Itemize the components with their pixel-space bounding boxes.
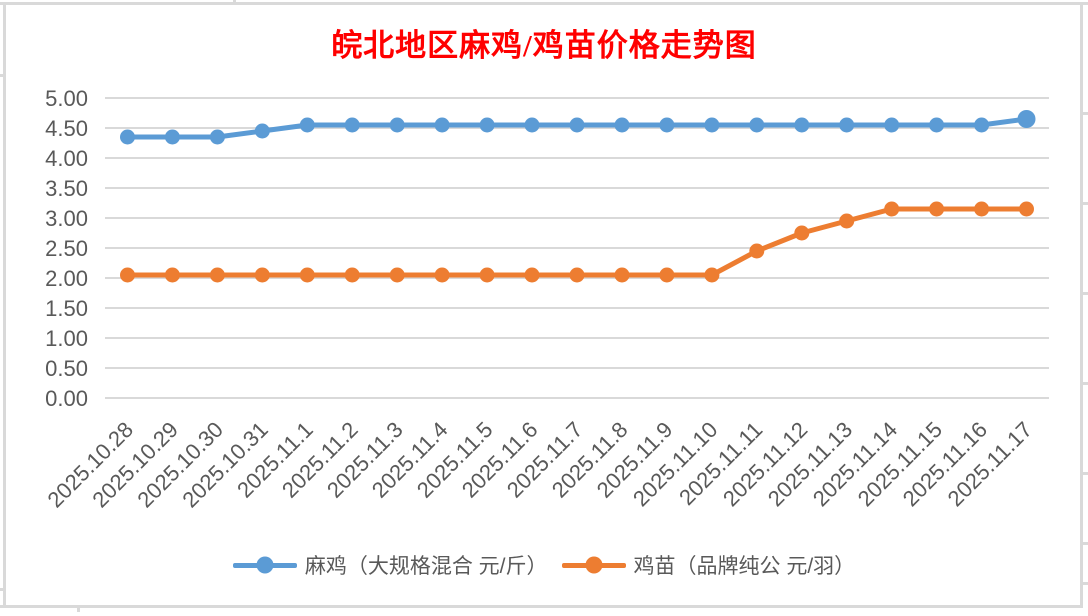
legend-item-mají: 麻鸡（大规格混合 元/斤） (232, 550, 548, 580)
svg-text:0.00: 0.00 (45, 386, 88, 411)
svg-text:0.50: 0.50 (45, 356, 88, 381)
frame-border-bottom (0, 605, 1083, 608)
series-0 (120, 110, 1036, 145)
spreadsheet-tick (1083, 292, 1088, 295)
svg-text:3.00: 3.00 (45, 206, 88, 231)
svg-text:2.50: 2.50 (45, 236, 88, 261)
frame-border-left (3, 2, 6, 608)
gridlines (105, 97, 1049, 399)
frame-border-right (1080, 2, 1083, 608)
x-axis-tick-labels: 2025.10.282025.10.292025.10.302025.10.31… (42, 417, 1037, 513)
chart-title: 皖北地区麻鸡/鸡苗价格走势图 (331, 28, 757, 63)
legend: 麻鸡（大规格混合 元/斤） 鸡苗（品牌纯公 元/羽） (0, 550, 1088, 580)
svg-text:2.00: 2.00 (45, 266, 88, 291)
spreadsheet-tick (233, 0, 236, 2)
svg-text:1.50: 1.50 (45, 296, 88, 321)
spreadsheet-tick (0, 74, 3, 77)
spreadsheet-tick (77, 608, 80, 612)
svg-text:4.50: 4.50 (45, 116, 88, 141)
spreadsheet-tick (1083, 472, 1088, 475)
svg-text:4.00: 4.00 (45, 146, 88, 171)
svg-text:5.00: 5.00 (45, 86, 88, 111)
legend-line-marker-icon (232, 556, 297, 574)
spreadsheet-tick (1083, 582, 1088, 585)
legend-line-marker-icon (561, 556, 626, 574)
svg-text:3.50: 3.50 (45, 176, 88, 201)
spreadsheet-tick (1083, 542, 1088, 545)
svg-text:1.00: 1.00 (45, 326, 88, 351)
series-1 (120, 201, 1034, 283)
legend-item-jimiao: 鸡苗（品牌纯公 元/羽） (561, 550, 856, 580)
legend-dot-icon (256, 556, 274, 574)
spreadsheet-tick (1083, 202, 1088, 205)
spreadsheet-tick (1083, 382, 1088, 385)
frame-border-top (0, 2, 1088, 5)
legend-dot-icon (585, 556, 602, 574)
spreadsheet-tick (0, 588, 3, 591)
y-axis-tick-labels: 0.00 0.50 1.00 1.50 2.00 2.50 3.00 3.50 4.00 4.50… (45, 86, 88, 411)
spreadsheet-tick (1083, 112, 1088, 115)
legend-label-series-1: 鸡苗（品牌纯公 元/羽） (633, 555, 856, 578)
legend-label-series-0: 麻鸡（大规格混合 元/斤） (304, 555, 548, 578)
